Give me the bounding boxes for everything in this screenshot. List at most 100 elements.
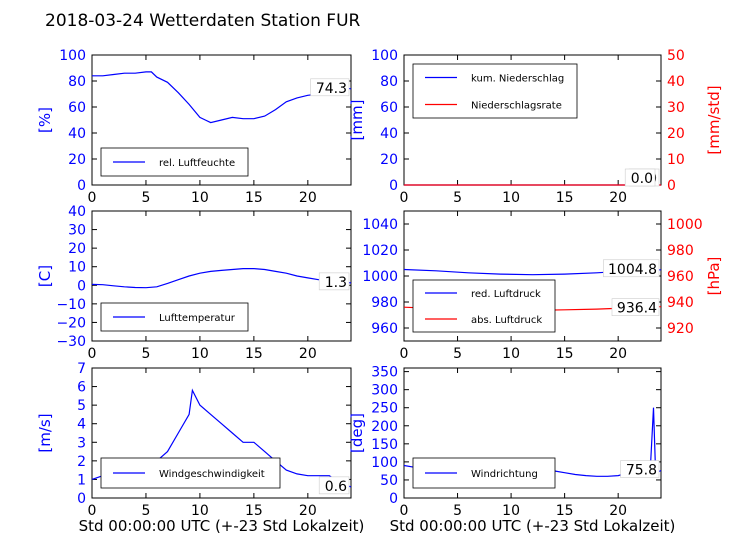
- x-tick-label: 20: [609, 503, 627, 519]
- x-tick-label: 0: [400, 346, 409, 362]
- legend-box: [412, 63, 578, 119]
- last-value-label-box: [603, 259, 660, 278]
- x-axis-label: Std 00:00:00 UTC (+-23 Std Lokalzeit): [390, 517, 676, 535]
- panel-pressure: 0 5 10 15 20 960 980 1000 1020 1040 920 940 960 980 10…: [362, 210, 723, 362]
- last-value-label-right: 936.4: [617, 301, 657, 317]
- panel-temperature: 0 5 10 15 20 −30 −20 −10 0 10 20 30 40 [C] Lufttempera…: [36, 204, 352, 362]
- panel-humidity: 0 5 10 15 20 0 20 40 60 80 100 [%] rel. Luftfeuchte 7…: [36, 48, 352, 206]
- legend-label: Niederschlagsrate: [471, 101, 562, 112]
- plot-frame: [91, 54, 352, 186]
- y-tick-label: 0: [77, 491, 86, 507]
- y-tick-label: 980: [371, 295, 398, 311]
- y-tick-label: 350: [371, 365, 398, 381]
- y-tick-label: 0: [389, 178, 398, 194]
- y-tick-label: 200: [371, 419, 398, 435]
- legend: Lufttemperatur: [100, 302, 249, 332]
- x-tick-label: 5: [141, 503, 150, 519]
- x-tick-label: 5: [141, 346, 150, 362]
- y-tick-label: 1: [77, 472, 86, 488]
- x-tick-label: 5: [453, 190, 462, 206]
- x-tick-label: 5: [453, 503, 462, 519]
- last-value-label: 75.8: [626, 463, 657, 479]
- x-tick-label: 10: [191, 190, 209, 206]
- y-tick-label: 7: [77, 361, 86, 377]
- legend-label: Windgeschwindigkeit: [159, 469, 265, 480]
- x-tick-label: 0: [400, 190, 409, 206]
- y-tick-label: −30: [56, 334, 86, 350]
- x-tick-label: 20: [299, 346, 317, 362]
- series-line: [91, 268, 352, 289]
- legend: rel. Luftfeuchte: [100, 147, 249, 177]
- y-tick-label: 60: [380, 100, 398, 116]
- y-tick-label: 20: [68, 152, 86, 168]
- last-value-label-box: [310, 78, 350, 97]
- x-tick-label: 20: [609, 346, 627, 362]
- y-tick-label: 3: [77, 435, 86, 451]
- x-tick-label: 10: [191, 503, 209, 519]
- legend-label: Lufttemperatur: [159, 313, 236, 324]
- y-tick-label: 0: [389, 491, 398, 507]
- y-right-tick-label: 20: [667, 126, 685, 142]
- y-axis-label: [C]: [36, 265, 54, 287]
- x-tick-label: 10: [502, 190, 520, 206]
- y-tick-label: 0: [77, 178, 86, 194]
- y-tick-label: 250: [371, 401, 398, 417]
- y-right-tick-label: 940: [667, 295, 694, 311]
- last-value-label-right-box: [624, 168, 656, 187]
- y-tick-label: −10: [56, 297, 86, 313]
- x-tick-label: 0: [400, 503, 409, 519]
- y-tick-label: 60: [68, 100, 86, 116]
- legend: Windgeschwindigkeit: [100, 457, 281, 489]
- x-tick-label: 20: [299, 503, 317, 519]
- x-tick-label: 10: [502, 503, 520, 519]
- legend-label: rel. Luftfeuchte: [159, 158, 235, 169]
- legend-label: abs. Luftdruck: [471, 315, 542, 326]
- last-value-label-box: [318, 476, 350, 495]
- x-tick-label: 0: [88, 503, 97, 519]
- y-tick-label: 300: [371, 383, 398, 399]
- y-tick-label: 10: [68, 260, 86, 276]
- y-tick-label: −20: [56, 315, 86, 331]
- y-tick-label: 50: [380, 473, 398, 489]
- y-tick-label: 1000: [362, 269, 398, 285]
- y-tick-label: 40: [68, 204, 86, 220]
- y-right-axis-label: [hPa]: [705, 257, 723, 296]
- legend-box: [412, 279, 556, 333]
- y-right-tick-label: 980: [667, 243, 694, 259]
- y-axis-label: [%]: [36, 107, 54, 133]
- x-tick-label: 15: [245, 346, 263, 362]
- y-tick-label: 80: [68, 74, 86, 90]
- x-axis-label: Std 00:00:00 UTC (+-23 Std Lokalzeit): [79, 517, 365, 535]
- y-tick-label: 20: [68, 241, 86, 257]
- last-value-label: 1.3: [325, 275, 347, 291]
- legend: Windrichtung: [412, 457, 556, 489]
- x-tick-label: 10: [502, 346, 520, 362]
- last-value-label-box: [318, 272, 350, 291]
- y-right-tick-label: 10: [667, 152, 685, 168]
- x-tick-label: 0: [88, 190, 97, 206]
- x-tick-label: 10: [191, 346, 209, 362]
- y-right-tick-label: 1000: [667, 217, 703, 233]
- plot-frame: [403, 367, 662, 499]
- y-tick-label: 30: [68, 223, 86, 239]
- x-tick-label: 5: [453, 346, 462, 362]
- y-tick-label: 1020: [362, 243, 398, 259]
- x-tick-label: 20: [609, 190, 627, 206]
- x-tick-label: 15: [245, 503, 263, 519]
- y-right-tick-label: 0: [667, 178, 676, 194]
- y-tick-label: 0: [77, 278, 86, 294]
- y-tick-label: 6: [77, 380, 86, 396]
- x-tick-label: 15: [245, 190, 263, 206]
- y-tick-label: 100: [371, 48, 398, 64]
- y-tick-label: 40: [68, 126, 86, 142]
- x-tick-label: 5: [141, 190, 150, 206]
- last-value-label-right-box: [611, 298, 660, 316]
- y-right-tick-label: 40: [667, 74, 685, 90]
- y-tick-label: 100: [371, 455, 398, 471]
- legend-box: [100, 302, 249, 332]
- plot-frame: [91, 210, 352, 342]
- legend-label: kum. Niederschlag: [471, 74, 564, 85]
